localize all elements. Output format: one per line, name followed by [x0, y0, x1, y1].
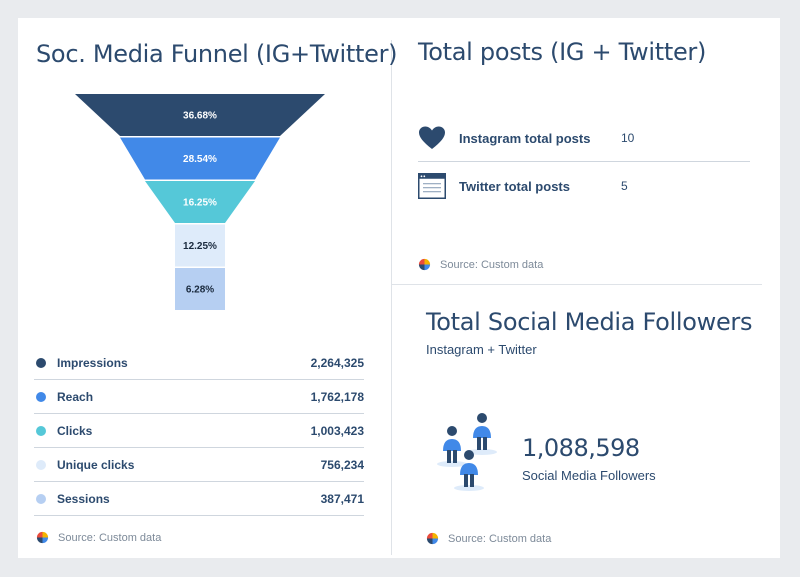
posts-separator	[418, 161, 750, 162]
instagram-posts-value: 10	[621, 131, 635, 145]
followers-label: Social Media Followers	[522, 468, 656, 483]
funnel-percent-label: 36.68%	[183, 111, 217, 122]
twitter-posts-value: 5	[621, 179, 628, 193]
funnel-source-text: Source: Custom data	[58, 531, 162, 544]
legend-value: 756,234	[320, 457, 364, 472]
posts-source-text: Source: Custom data	[440, 258, 544, 271]
legend-row[interactable]: Impressions 2,264,325	[34, 346, 364, 380]
vertical-divider	[391, 40, 392, 555]
funnel-segment-impressions[interactable]	[75, 94, 325, 136]
heart-icon	[418, 124, 446, 152]
legend-dot-icon	[36, 459, 46, 470]
horizontal-divider	[392, 284, 762, 285]
legend-dot-icon	[36, 357, 46, 368]
funnel-chart[interactable]: 36.68% 28.54% 16.25% 12.25% 6.28%	[70, 94, 330, 316]
funnel-percent-label: 12.25%	[183, 241, 217, 252]
background-strip	[780, 18, 800, 260]
legend-value: 1,003,423	[310, 423, 364, 438]
posts-title: Total posts (IG + Twitter)	[418, 38, 707, 66]
funnel-segment-sessions[interactable]	[175, 268, 225, 310]
source-logo-icon	[418, 258, 431, 271]
instagram-posts-label: Instagram total posts	[459, 130, 591, 146]
followers-subtitle: Instagram + Twitter	[426, 342, 537, 357]
funnel-source: Source: Custom data	[36, 531, 161, 544]
legend-dot-icon	[36, 493, 46, 504]
legend-row[interactable]: Clicks 1,003,423	[34, 414, 364, 448]
followers-value: 1,088,598	[522, 434, 640, 462]
browser-window-icon	[418, 172, 446, 200]
legend-label: Sessions	[57, 491, 110, 506]
twitter-posts-label: Twitter total posts	[459, 178, 570, 194]
legend-value: 1,762,178	[310, 389, 364, 404]
people-group-icon	[437, 413, 497, 491]
funnel-segment-clicks[interactable]	[145, 181, 255, 223]
legend-value: 2,264,325	[310, 355, 364, 370]
posts-source: Source: Custom data	[418, 258, 543, 271]
followers-source: Source: Custom data	[426, 532, 551, 545]
funnel-segment-unique-clicks[interactable]	[175, 224, 225, 267]
funnel-legend: Impressions 2,264,325 Reach 1,762,178 Clicks…	[34, 346, 364, 516]
legend-row[interactable]: Sessions 387,471	[34, 482, 364, 516]
legend-value: 387,471	[320, 491, 364, 506]
followers-source-text: Source: Custom data	[448, 532, 552, 545]
legend-label: Clicks	[57, 423, 93, 438]
legend-row[interactable]: Unique clicks 756,234	[34, 448, 364, 482]
legend-row[interactable]: Reach 1,762,178	[34, 380, 364, 414]
instagram-posts-row: Instagram total posts 10	[418, 124, 750, 152]
twitter-posts-row: Twitter total posts 5	[418, 172, 750, 200]
legend-dot-icon	[36, 391, 46, 402]
funnel-percent-label: 28.54%	[183, 154, 217, 165]
source-logo-icon	[426, 532, 439, 545]
source-logo-icon	[36, 531, 49, 544]
followers-title: Total Social Media Followers	[426, 308, 753, 336]
legend-label: Reach	[57, 389, 94, 404]
legend-label: Impressions	[57, 355, 128, 370]
funnel-percent-label: 16.25%	[183, 198, 217, 209]
funnel-percent-label: 6.28%	[186, 285, 214, 296]
funnel-title: Soc. Media Funnel (IG+Twitter)	[36, 40, 398, 68]
legend-label: Unique clicks	[57, 457, 135, 472]
legend-dot-icon	[36, 425, 46, 436]
funnel-segment-reach[interactable]	[120, 137, 280, 180]
